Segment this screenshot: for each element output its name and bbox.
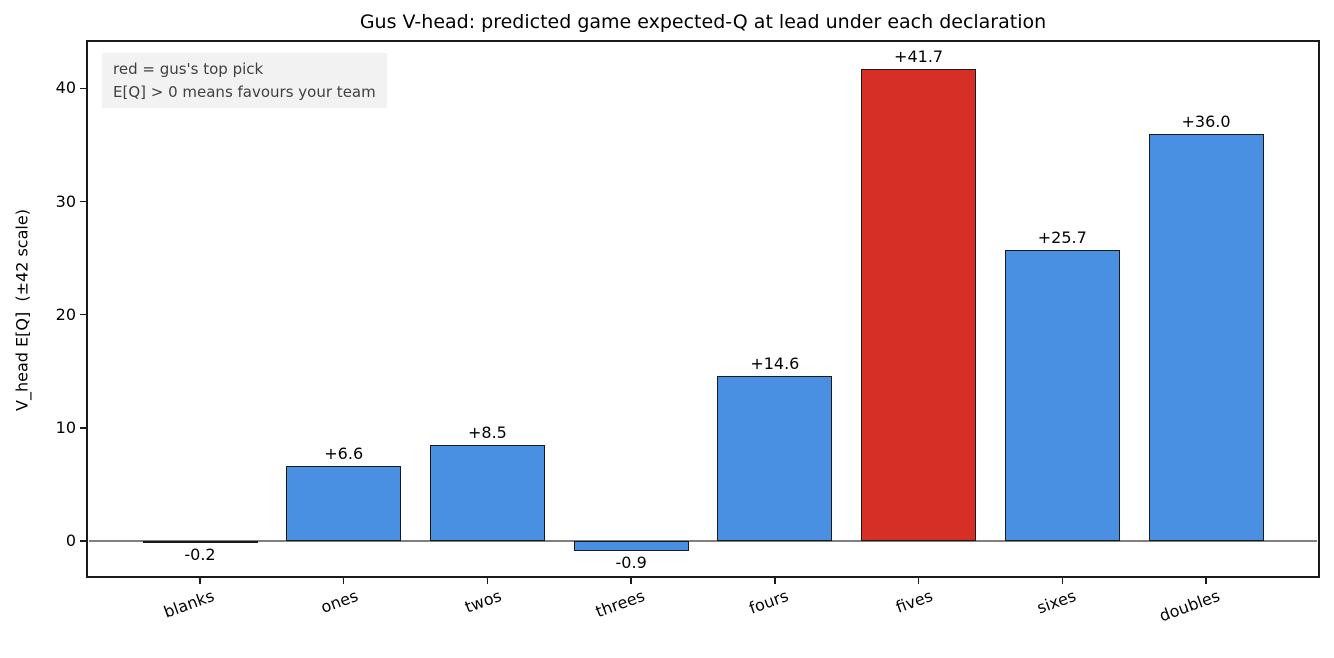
bar-value-label-sixes: +25.7 [1037, 228, 1087, 248]
y-tick-label: 30 [55, 191, 76, 211]
bar-value-label-fours: +14.6 [750, 353, 800, 373]
bar-value-label-blanks: -0.2 [184, 545, 216, 565]
x-tick-label-twos: twos [462, 586, 504, 617]
x-tick-label-blanks: blanks [160, 586, 217, 622]
bar-doubles [1148, 133, 1264, 541]
chart-title: Gus V-head: predicted game expected-Q at… [359, 11, 1047, 33]
plot-frame [86, 40, 1320, 578]
y-tick-label: 10 [55, 417, 76, 437]
annotation-line-1: red = gus's top pick [113, 60, 264, 78]
annotation-box: red = gus's top pick E[Q] > 0 means favo… [102, 53, 387, 108]
bar-twos [429, 444, 545, 541]
bar-ones [286, 466, 402, 541]
zero-line [89, 539, 1317, 542]
x-tick-mark [1061, 578, 1064, 584]
bar-value-label-fives: +41.7 [894, 47, 944, 67]
y-tick-label: 0 [65, 530, 76, 550]
x-tick-label-fives: fives [893, 586, 936, 617]
annotation-line-2: E[Q] > 0 means favours your team [113, 82, 376, 101]
x-tick-mark [486, 578, 489, 584]
x-tick-mark [917, 578, 920, 584]
y-tick-mark [80, 540, 86, 542]
bar-fours [717, 375, 833, 541]
x-tick-label-fours: fours [746, 586, 792, 618]
y-axis-label: V_head E[Q] (±42 scale) [12, 209, 32, 411]
y-tick-mark [80, 200, 86, 203]
bar-threes [573, 540, 689, 552]
y-tick-label: 40 [55, 78, 76, 98]
x-tick-label-sixes: sixes [1034, 586, 1079, 618]
x-tick-label-ones: ones [317, 586, 361, 617]
bar-value-label-ones: +6.6 [324, 444, 364, 464]
y-tick-mark [80, 87, 86, 90]
x-tick-label-doubles: doubles [1156, 586, 1223, 626]
x-tick-mark [342, 578, 345, 584]
bar-value-label-doubles: +36.0 [1181, 111, 1231, 131]
x-tick-mark [774, 578, 776, 584]
y-tick-mark [80, 427, 86, 429]
x-tick-mark [630, 578, 632, 584]
y-tick-label: 20 [55, 304, 76, 324]
y-tick-mark [80, 313, 86, 316]
bar-sixes [1004, 250, 1120, 541]
bar-value-label-threes: -0.9 [615, 553, 647, 573]
x-tick-mark [199, 578, 201, 584]
x-tick-label-threes: threes [593, 586, 648, 622]
bar-blanks [142, 540, 258, 544]
bar-fives [861, 69, 977, 541]
bar-value-label-twos: +8.5 [467, 422, 507, 442]
x-tick-mark [1205, 578, 1207, 584]
